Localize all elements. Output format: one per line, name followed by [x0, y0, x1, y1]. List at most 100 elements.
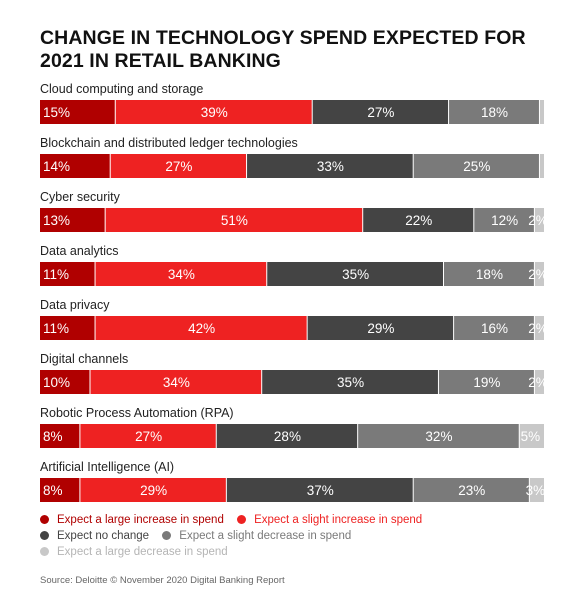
- bar-segment: [413, 154, 539, 178]
- value-label: 27%: [367, 105, 394, 120]
- value-label: 14%: [43, 159, 70, 174]
- bar-segment: [534, 262, 544, 286]
- bar-segment: [115, 100, 312, 124]
- legend-item-no-change: Expect no change: [40, 528, 149, 544]
- bar-segment: [95, 262, 267, 286]
- legend-item-large-increase: Expect a large increase in spend: [40, 512, 224, 528]
- value-label: 35%: [337, 375, 364, 390]
- value-label: 11%: [43, 321, 69, 336]
- category-label: Digital channels: [40, 352, 128, 366]
- legend-row: Expect no change Expect a slight decreas…: [40, 528, 570, 544]
- bar-segment: [307, 316, 454, 340]
- bar-segment: [216, 424, 358, 448]
- legend-dot-icon: [162, 531, 172, 540]
- bar-segment: [454, 316, 534, 340]
- value-label: 5%: [521, 429, 541, 444]
- legend-item-large-decrease: Expect a large decrease in spend: [40, 544, 228, 560]
- legend-item-slight-decrease: Expect a slight decrease in spend: [162, 528, 351, 544]
- legend: Expect a large increase in spend Expect …: [40, 512, 570, 560]
- value-label: 33%: [317, 159, 344, 174]
- legend-item-slight-increase: Expect a slight increase in spend: [237, 512, 422, 528]
- bar-segment: [474, 208, 534, 232]
- legend-dot-icon: [40, 515, 49, 524]
- value-label: 34%: [168, 267, 195, 282]
- legend-dot-icon: [40, 547, 49, 556]
- value-label: 3%: [526, 483, 546, 498]
- value-label: 2%: [528, 267, 548, 282]
- bar-segment: [247, 154, 413, 178]
- bar-segment: [226, 478, 413, 502]
- bar-segment: [40, 316, 95, 340]
- bar-segment: [40, 100, 115, 124]
- value-label: 10%: [43, 375, 70, 390]
- value-label: 15%: [43, 105, 70, 120]
- value-label: 2%: [528, 321, 548, 336]
- bar-segment: [539, 154, 544, 178]
- bar-segment: [363, 208, 474, 232]
- legend-label: Expect a slight decrease in spend: [179, 530, 352, 542]
- category-label: Cloud computing and storage: [40, 82, 203, 96]
- bar-segment: [40, 478, 80, 502]
- value-label: 12%: [491, 213, 518, 228]
- bar-segment: [534, 370, 544, 394]
- legend-label: Expect a large decrease in spend: [57, 546, 228, 558]
- bar-segment: [105, 208, 363, 232]
- legend-row: Expect a large increase in spend Expect …: [40, 512, 570, 528]
- bar-segment: [40, 370, 90, 394]
- source-note: Source: Deloitte © November 2020 Digital…: [40, 575, 285, 586]
- value-label: 51%: [221, 213, 248, 228]
- bar-segment: [267, 262, 443, 286]
- value-label: 23%: [458, 483, 485, 498]
- bar-segment: [40, 262, 95, 286]
- bar-segment: [80, 478, 226, 502]
- value-label: 13%: [43, 213, 70, 228]
- bar-segment: [519, 424, 544, 448]
- category-label: Data analytics: [40, 244, 119, 258]
- bar-segment: [110, 154, 247, 178]
- bar-segment: [358, 424, 519, 448]
- value-label: 42%: [188, 321, 215, 336]
- bar-segment: [80, 424, 216, 448]
- bar-segment: [262, 370, 438, 394]
- value-label: 19%: [473, 375, 500, 390]
- value-label: 32%: [425, 429, 452, 444]
- bar-segment: [539, 100, 544, 124]
- value-label: 34%: [163, 375, 190, 390]
- bar-segment: [40, 424, 80, 448]
- value-label: 25%: [463, 159, 490, 174]
- value-label: 27%: [165, 159, 192, 174]
- value-label: 27%: [135, 429, 162, 444]
- value-label: 22%: [405, 213, 432, 228]
- bar-segment: [40, 154, 110, 178]
- bar-segment: [413, 478, 529, 502]
- legend-label: Expect a large increase in spend: [57, 514, 224, 526]
- value-label: 28%: [274, 429, 301, 444]
- legend-dot-icon: [237, 515, 247, 524]
- category-label: Robotic Process Automation (RPA): [40, 406, 234, 420]
- value-label: 35%: [342, 267, 369, 282]
- legend-label: Expect no change: [57, 530, 150, 542]
- value-label: 2%: [528, 375, 548, 390]
- category-label: Artificial Intelligence (AI): [40, 460, 174, 474]
- bar-segment: [534, 316, 544, 340]
- value-label: 29%: [367, 321, 394, 336]
- stacked-bar-chart: Cloud computing and storage 15% 39% 27% 18% B…: [40, 82, 548, 502]
- legend-label: Expect a slight increase in spend: [254, 514, 423, 526]
- bar-segment: [312, 100, 449, 124]
- value-label: 2%: [528, 213, 548, 228]
- bar-segment: [444, 262, 534, 286]
- bar-segment: [534, 208, 544, 232]
- value-label: 29%: [140, 483, 167, 498]
- bar-segment: [449, 100, 539, 124]
- value-label: 11%: [43, 267, 69, 282]
- value-label: 39%: [201, 105, 228, 120]
- value-label: 18%: [481, 105, 508, 120]
- value-label: 8%: [43, 429, 63, 444]
- chart-title: CHANGE IN TECHNOLOGY SPEND EXPECTED FOR …: [40, 27, 526, 72]
- bar-segment: [529, 478, 544, 502]
- category-label: Cyber security: [40, 190, 121, 204]
- value-label: 8%: [43, 483, 63, 498]
- value-label: 18%: [476, 267, 503, 282]
- bar-segment: [438, 370, 534, 394]
- legend-dot-icon: [40, 531, 49, 540]
